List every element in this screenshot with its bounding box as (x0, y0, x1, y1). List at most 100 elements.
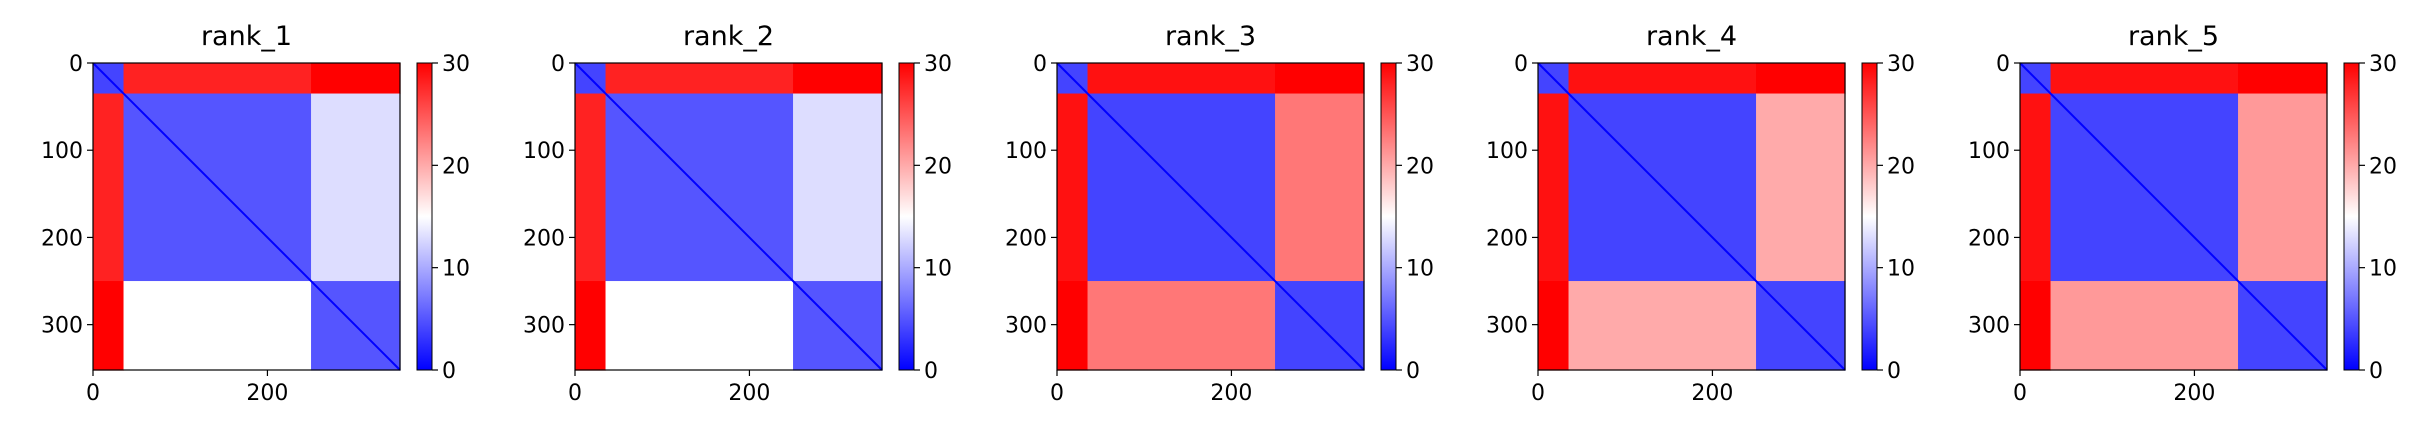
heatmap-block (2238, 63, 2328, 95)
x-tick-label: 0 (2013, 381, 2027, 406)
x-tick-label: 200 (1691, 381, 1733, 406)
colorbar-tick-label: 0 (1887, 359, 1901, 384)
colorbar-tick-label: 30 (442, 52, 470, 77)
heatmap-block (2020, 93, 2052, 282)
colorbar-tick-label: 0 (1406, 359, 1420, 384)
colorbar-tick-label: 10 (1887, 257, 1915, 282)
heatmap-block (605, 63, 794, 95)
heatmap-diagonal (1056, 62, 1365, 371)
heatmap-block (2050, 281, 2239, 371)
heatmap-block (123, 281, 312, 371)
y-tick-label: 300 (523, 314, 565, 339)
heatmap-block (1275, 63, 1365, 95)
colorbar-tick-label: 30 (1406, 52, 1434, 77)
y-tick-label: 200 (1486, 226, 1528, 251)
x-tick-label: 200 (728, 381, 770, 406)
heatmap-diagonal (92, 62, 401, 371)
colorbar (416, 62, 433, 371)
heatmap-block (793, 63, 883, 95)
colorbar (1380, 62, 1397, 371)
x-tick-label: 0 (86, 381, 100, 406)
colorbar-tick-label: 20 (2369, 154, 2397, 179)
heatmap-cells (1537, 62, 1846, 371)
x-tick-label: 0 (1531, 381, 1545, 406)
y-tick-label: 0 (1033, 52, 1047, 77)
colorbar-tick-label: 20 (1406, 154, 1434, 179)
heatmap-block (2050, 63, 2239, 95)
colorbar-tick-label: 0 (2369, 359, 2383, 384)
heatmap-panel-2: rank_2 0 100 200 300 0 200 0 10 20 30 (523, 21, 952, 406)
heatmap-block (575, 281, 607, 371)
heatmap-diagonal (574, 62, 883, 371)
heatmap-block (605, 281, 794, 371)
colorbar (898, 62, 915, 371)
colorbar-tick-label: 30 (2369, 52, 2397, 77)
y-tick-label: 300 (1486, 314, 1528, 339)
colorbar (2343, 62, 2360, 371)
heatmap-block (93, 281, 125, 371)
colorbar-tick-label: 30 (1887, 52, 1915, 77)
x-tick-label: 0 (1050, 381, 1064, 406)
heatmap-block (1538, 93, 1570, 282)
axes-frame (574, 62, 883, 371)
heatmap-block (1756, 93, 1846, 282)
heatmap-block (1057, 281, 1089, 371)
heatmap-block (311, 93, 401, 282)
heatmap-panel-1: rank_1 0 100 200 300 0 200 0 10 20 30 (41, 21, 470, 406)
colorbar-tick-label: 10 (924, 257, 952, 282)
y-tick-label: 100 (1486, 139, 1528, 164)
y-tick-label: 200 (41, 226, 83, 251)
colorbar-tick-label: 0 (442, 359, 456, 384)
heatmap-panel-3: rank_3 0 100 200 300 0 200 0 10 20 30 (1005, 21, 1434, 406)
y-tick-label: 200 (1005, 226, 1047, 251)
y-tick-label: 0 (69, 52, 83, 77)
panel-title: rank_2 (683, 21, 774, 52)
heatmap-block (123, 63, 312, 95)
y-tick-label: 300 (1968, 314, 2010, 339)
heatmap-block (1756, 63, 1846, 95)
panel-title: rank_3 (1165, 21, 1256, 52)
colorbar-tick-label: 10 (2369, 257, 2397, 282)
heatmap-block (1568, 281, 1757, 371)
colorbar-tick-label: 10 (1406, 257, 1434, 282)
heatmap-block (2238, 93, 2328, 282)
heatmap-cells (2019, 62, 2328, 371)
y-tick-label: 100 (523, 139, 565, 164)
heatmap-panel-4: rank_4 0 100 200 300 0 200 0 10 20 30 (1486, 21, 1915, 406)
y-tick-label: 300 (1005, 314, 1047, 339)
colorbar-tick-label: 10 (442, 257, 470, 282)
x-tick-label: 0 (568, 381, 582, 406)
colorbar-tick-label: 20 (442, 154, 470, 179)
x-tick-label: 200 (2173, 381, 2215, 406)
heatmap-panel-5: rank_5 0 100 200 300 0 200 0 10 20 30 (1968, 21, 2397, 406)
heatmap-block (793, 93, 883, 282)
heatmap-block (575, 93, 607, 282)
panel-title: rank_1 (201, 21, 292, 52)
y-tick-label: 0 (551, 52, 565, 77)
colorbar-tick-label: 20 (1887, 154, 1915, 179)
colorbar-tick-label: 20 (924, 154, 952, 179)
colorbar (1861, 62, 1878, 371)
panel-title: rank_4 (1646, 21, 1737, 52)
y-tick-label: 200 (523, 226, 565, 251)
y-tick-label: 100 (1005, 139, 1047, 164)
x-tick-label: 200 (246, 381, 288, 406)
heatmap-diagonal (1537, 62, 1846, 371)
x-tick-label: 200 (1210, 381, 1252, 406)
heatmap-cells (92, 62, 401, 371)
y-tick-label: 300 (41, 314, 83, 339)
y-tick-label: 0 (1514, 52, 1528, 77)
axes-frame (1056, 62, 1365, 371)
axes-frame (2019, 62, 2328, 371)
y-tick-label: 100 (41, 139, 83, 164)
heatmap-block (1057, 93, 1089, 282)
heatmap-block (311, 63, 401, 95)
axes-frame (92, 62, 401, 371)
heatmap-cells (574, 62, 883, 371)
colorbar-tick-label: 0 (924, 359, 938, 384)
heatmap-diagonal (2019, 62, 2328, 371)
heatmap-block (1568, 63, 1757, 95)
y-tick-label: 0 (1996, 52, 2010, 77)
heatmap-block (1275, 93, 1365, 282)
